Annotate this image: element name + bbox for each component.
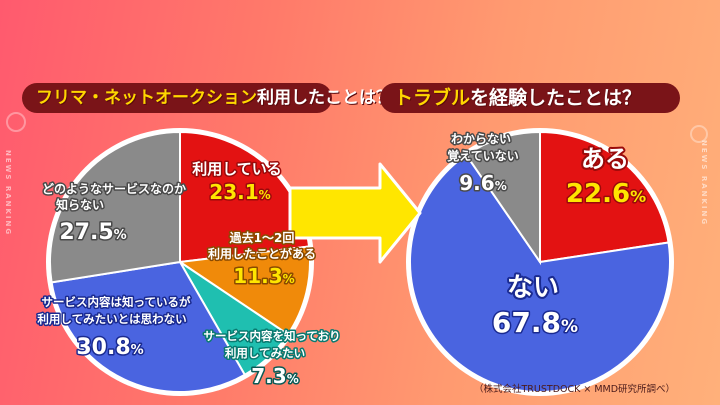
usage-label-2-line1: サービス内容を知っており	[203, 329, 340, 343]
usage-label-2-line2: 利用してみたい	[224, 346, 305, 360]
usage-slice-1	[177, 245, 311, 336]
usage-label-4-line2: 知らない	[55, 197, 104, 212]
pie-chart-trouble	[406, 128, 674, 396]
usage-value-2: 7.3%	[251, 364, 298, 388]
chart-labels: 利用している23.1%過去1〜2回利用したことがある11.3%サービス内容を知っ…	[35, 131, 648, 390]
arrow-right-icon	[288, 162, 422, 264]
right-title-part2: を	[470, 87, 490, 109]
decor-ring-right	[690, 125, 708, 143]
usage-slice-3	[50, 260, 247, 393]
usage-value-3: 30.8%	[76, 335, 143, 360]
right-title-part1: トラブル	[394, 87, 471, 109]
trouble-value-0: 22.6%	[566, 179, 646, 209]
usage-label-3-line2: 利用してみたいとは思わない	[36, 312, 186, 326]
left-title-part2: 利用したことは？	[257, 88, 393, 108]
trouble-label-0: ある	[581, 145, 629, 173]
trouble-slice-2	[464, 130, 541, 266]
usage-label-0: 利用している	[192, 160, 282, 178]
usage-label-4-line1: どのようなサービスなのか	[42, 181, 186, 196]
usage-label-3-line1: サービス内容は知っているが	[42, 295, 191, 309]
right-title-part3: 経験したことは？	[489, 87, 642, 109]
pie-chart-usage	[46, 128, 314, 396]
source-note: （株式会社TRUSTDOCK × MMD研究所調べ）	[474, 384, 676, 395]
usage-label-1-line1: 過去1〜2回	[229, 230, 295, 245]
side-text-left: NEWS RANKING	[4, 150, 12, 237]
usage-label-1-line2: 利用したことがある	[208, 246, 316, 261]
usage-slice-4	[49, 130, 181, 284]
trouble-label-1: ない	[507, 273, 559, 303]
left-title-part1: フリマ・ネットオークション	[36, 88, 257, 108]
left-chart-title: フリマ・ネットオークション利用したことは？	[22, 83, 393, 113]
trouble-label-2-line1: わからない	[451, 132, 511, 146]
trouble-slice-0	[539, 130, 670, 264]
trouble-label-2-line2: 覚えていない	[447, 148, 518, 163]
right-chart-title: トラブルを経験したことは？	[380, 83, 680, 113]
side-text-right: NEWS RANKING	[700, 140, 708, 227]
decor-ring-left	[6, 112, 26, 132]
